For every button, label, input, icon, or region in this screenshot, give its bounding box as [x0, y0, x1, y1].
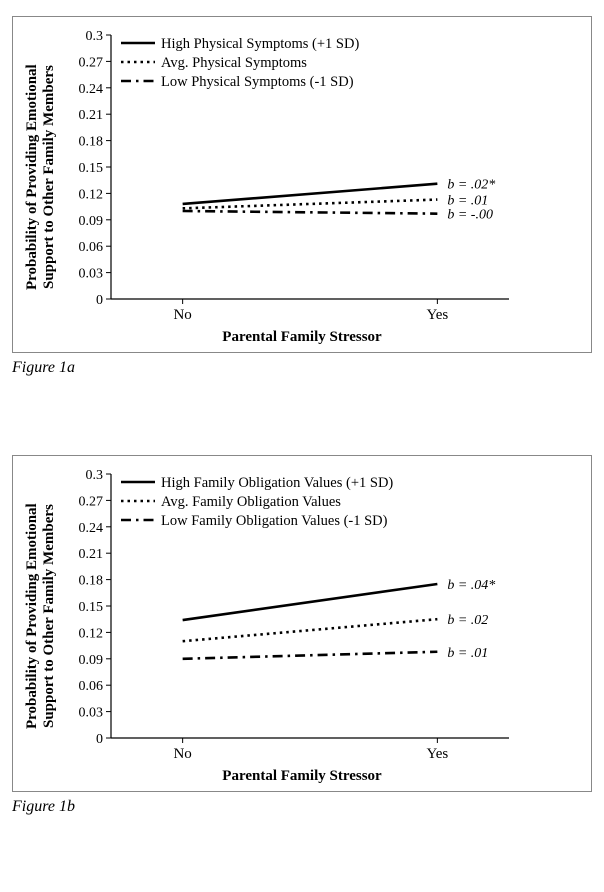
svg-text:No: No [173, 307, 191, 323]
svg-text:b = .04*: b = .04* [447, 578, 495, 593]
svg-text:0.06: 0.06 [79, 240, 104, 255]
x-axis-label: Parental Family Stressor [21, 329, 583, 346]
svg-text:0.3: 0.3 [86, 468, 104, 483]
svg-text:Low Physical Symptoms (-1 SD): Low Physical Symptoms (-1 SD) [161, 74, 354, 90]
svg-text:0: 0 [96, 732, 103, 747]
x-axis-label: Parental Family Stressor [21, 768, 583, 785]
svg-text:0.03: 0.03 [79, 706, 104, 721]
figure-a-caption: Figure 1a [12, 359, 594, 377]
svg-text:0.09: 0.09 [79, 214, 104, 229]
svg-text:0: 0 [96, 293, 103, 308]
y-axis-label: Probability of Providing EmotionalSuppor… [21, 27, 61, 327]
figure-a-panel: Probability of Providing EmotionalSuppor… [12, 16, 592, 353]
svg-text:0.18: 0.18 [79, 135, 104, 150]
svg-text:0.3: 0.3 [86, 29, 104, 44]
plot-area-a: 0 0.03 0.06 0.09 0.12 0.15 0.18 0.21 0.24 0.27 0.3… [61, 27, 581, 327]
svg-text:Low Family Obligation Values (: Low Family Obligation Values (-1 SD) [161, 513, 388, 529]
plot-area-b: 0 0.03 0.06 0.09 0.12 0.15 0.18 0.21 0.24 0.27 0.3… [61, 466, 581, 766]
figure-b-caption: Figure 1b [12, 798, 594, 816]
svg-text:0.15: 0.15 [79, 161, 104, 176]
svg-text:High Family Obligation Values: High Family Obligation Values (+1 SD) [161, 475, 393, 491]
svg-text:b = .02: b = .02 [447, 613, 488, 628]
svg-text:0.03: 0.03 [79, 267, 104, 282]
svg-text:0.18: 0.18 [79, 574, 104, 589]
svg-text:0.27: 0.27 [79, 494, 104, 509]
figure-a-chart: Probability of Providing EmotionalSuppor… [21, 27, 583, 327]
svg-text:0.12: 0.12 [79, 187, 104, 202]
svg-text:0.09: 0.09 [79, 653, 104, 668]
svg-text:0.06: 0.06 [79, 679, 104, 694]
svg-text:Yes: Yes [426, 746, 448, 762]
svg-text:b = .02*: b = .02* [447, 178, 495, 193]
svg-text:Avg. Family Obligation Values: Avg. Family Obligation Values [161, 494, 341, 510]
svg-text:0.15: 0.15 [79, 600, 104, 615]
svg-text:High Physical Symptoms (+1 SD): High Physical Symptoms (+1 SD) [161, 36, 359, 52]
svg-text:No: No [173, 746, 191, 762]
svg-text:0.27: 0.27 [79, 55, 104, 70]
svg-text:b = -.00: b = -.00 [447, 208, 493, 223]
svg-text:Avg. Physical Symptoms: Avg. Physical Symptoms [161, 55, 307, 71]
svg-text:0.24: 0.24 [79, 82, 104, 97]
svg-text:0.12: 0.12 [79, 626, 104, 641]
figure-b-panel: Probability of Providing EmotionalSuppor… [12, 455, 592, 792]
svg-text:0.21: 0.21 [79, 108, 104, 123]
svg-text:Yes: Yes [426, 307, 448, 323]
figure-b-chart: Probability of Providing EmotionalSuppor… [21, 466, 583, 766]
svg-text:0.21: 0.21 [79, 547, 104, 562]
svg-text:0.24: 0.24 [79, 521, 104, 536]
svg-text:b = .01: b = .01 [447, 646, 488, 661]
y-axis-label: Probability of Providing EmotionalSuppor… [21, 466, 61, 766]
svg-text:b = .01: b = .01 [447, 194, 488, 209]
